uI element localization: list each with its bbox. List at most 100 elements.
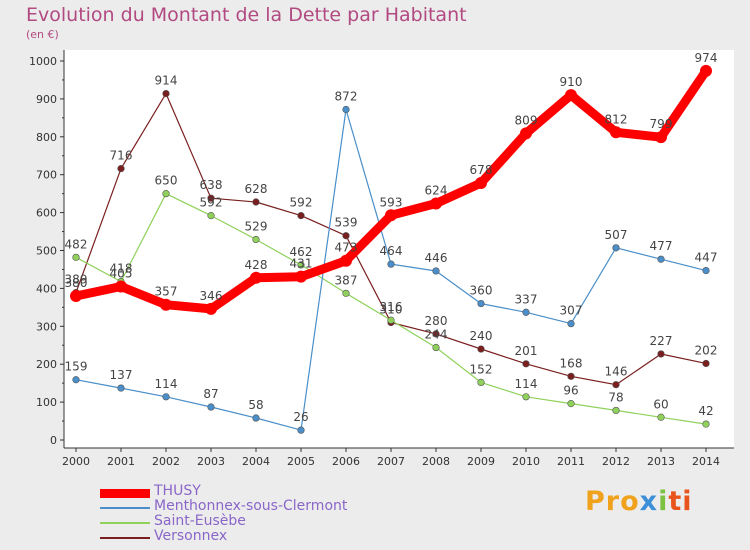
data-label: 462	[290, 245, 313, 259]
y-tick-label: 0	[50, 434, 57, 447]
data-label: 60	[653, 397, 668, 411]
data-label: 464	[380, 244, 403, 258]
data-point	[432, 330, 440, 338]
x-tick-label: 2008	[422, 455, 450, 468]
data-label: 280	[425, 314, 448, 328]
data-point	[340, 254, 352, 267]
data-point	[117, 165, 125, 173]
data-point	[252, 414, 260, 422]
y-tick-label: 400	[36, 282, 57, 295]
x-tick-label: 2002	[152, 455, 180, 468]
data-label: 446	[425, 251, 448, 265]
data-label: 592	[290, 196, 313, 210]
y-tick-label: 600	[36, 207, 57, 220]
legend-swatch	[100, 488, 150, 498]
data-label: 87	[203, 387, 218, 401]
x-tick-label: 2012	[602, 455, 630, 468]
x-tick-label: 2005	[287, 455, 315, 468]
data-label: 910	[560, 75, 583, 89]
data-point	[522, 360, 530, 368]
series-saint-eus-be	[72, 190, 710, 428]
data-label: 624	[425, 184, 448, 198]
data-label: 360	[470, 284, 493, 298]
data-point	[477, 299, 485, 308]
data-label: 431	[290, 257, 313, 271]
data-point	[342, 232, 350, 240]
data-point	[657, 413, 665, 421]
data-point	[702, 359, 710, 368]
data-label: 593	[380, 195, 403, 209]
data-point	[162, 190, 170, 198]
data-label: 357	[155, 285, 178, 299]
data-label: 477	[650, 239, 673, 253]
data-label: 346	[200, 289, 223, 303]
logo-part-1: Pro	[585, 486, 640, 517]
data-label: 418	[110, 262, 133, 276]
data-point	[477, 345, 485, 353]
y-tick-label: 700	[36, 169, 57, 182]
x-tick-label: 2006	[332, 455, 360, 468]
data-label: 159	[65, 360, 88, 374]
data-label: 428	[245, 258, 268, 272]
data-point	[612, 381, 620, 389]
data-label: 240	[470, 329, 493, 343]
chart-subtitle: (en €)	[26, 28, 59, 41]
data-point	[250, 271, 262, 284]
x-tick-label: 2009	[467, 455, 495, 468]
data-point	[207, 194, 215, 202]
legend-swatch	[100, 507, 150, 509]
data-label: 678	[470, 163, 493, 177]
data-label: 152	[470, 362, 493, 376]
data-point	[385, 209, 397, 222]
logo-part-2: x	[639, 486, 659, 517]
y-tick-label: 1000	[29, 55, 57, 68]
data-label: 310	[380, 303, 403, 317]
data-label: 872	[335, 90, 358, 104]
data-label: 137	[110, 368, 133, 382]
data-point	[612, 406, 620, 415]
legend-swatch	[100, 522, 150, 524]
data-label: 405	[110, 267, 133, 281]
data-label: 799	[650, 117, 673, 131]
data-point	[72, 253, 80, 261]
data-point	[342, 289, 350, 297]
data-label: 78	[608, 390, 623, 404]
data-label: 114	[515, 377, 538, 391]
data-label: 316	[380, 300, 403, 314]
data-point	[430, 197, 442, 210]
data-label: 202	[695, 343, 718, 357]
data-point	[610, 126, 622, 139]
data-label: 227	[650, 334, 673, 348]
data-label: 96	[563, 384, 578, 398]
data-point	[522, 308, 530, 316]
data-label: 42	[698, 404, 713, 418]
data-label: 914	[155, 74, 178, 88]
data-point	[342, 105, 350, 114]
x-tick-label: 2010	[512, 455, 540, 468]
data-point	[297, 212, 305, 220]
data-point	[657, 350, 665, 358]
data-label: 244	[425, 328, 448, 342]
data-point	[387, 316, 395, 324]
data-point	[520, 127, 532, 140]
legend-label: Menthonnex-sous-Clermont	[154, 498, 348, 514]
data-point	[207, 403, 215, 411]
data-point	[702, 420, 710, 428]
data-point	[295, 270, 307, 283]
data-label: 26	[293, 410, 308, 424]
y-tick-label: 800	[36, 131, 57, 144]
y-tick-label: 200	[36, 358, 57, 371]
data-point	[477, 378, 485, 386]
proxiti-logo: Proxiti	[585, 486, 693, 517]
data-point	[70, 289, 82, 302]
x-tick-label: 2007	[377, 455, 405, 468]
series-layer	[70, 64, 712, 434]
legend-label: Saint-Eusèbe	[154, 513, 246, 529]
x-tick-label: 2001	[107, 455, 135, 468]
data-point	[207, 212, 215, 220]
data-label: 389	[65, 273, 88, 287]
data-point	[567, 372, 575, 380]
data-point	[702, 266, 710, 275]
